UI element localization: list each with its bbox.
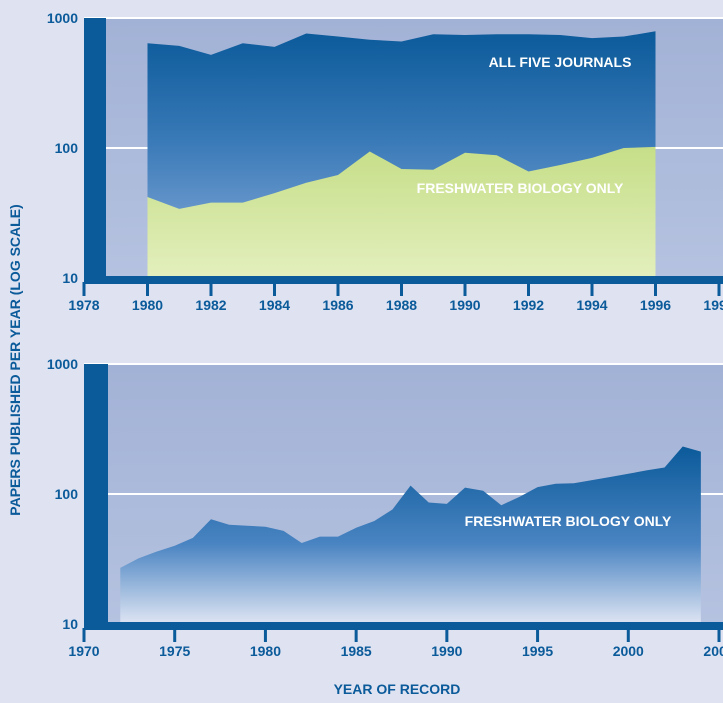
x-tick [654, 282, 657, 296]
y-axis-title: PAPERS PUBLISHED PER YEAR (LOG SCALE) [7, 204, 23, 515]
x-tick-label: 1985 [341, 643, 372, 659]
y-tick-label: 100 [55, 486, 79, 502]
x-tick [717, 628, 721, 642]
x-tick-label: 1978 [68, 297, 99, 313]
x-tick [527, 282, 530, 296]
x-tick-label: 2000 [613, 643, 644, 659]
x-tick-label: 1980 [250, 643, 281, 659]
y-tick-label: 1000 [47, 356, 78, 372]
x-tick [463, 282, 467, 296]
y-axis-band [84, 18, 106, 278]
x-tick-label: 1986 [322, 297, 353, 313]
x-tick [536, 628, 540, 642]
x-tick [209, 282, 213, 296]
x-tick-label: 1998 [703, 297, 723, 313]
series-label: ALL FIVE JOURNALS [489, 54, 632, 70]
x-tick-label: 2005 [703, 643, 723, 659]
y-tick-label: 10 [62, 270, 78, 286]
x-tick-label: 1970 [68, 643, 99, 659]
top-chart-panel: 10 100 1000 1978 1980 1982 1984 1986 1988 1990 199… [47, 10, 723, 313]
x-axis-line [84, 622, 723, 630]
x-tick [273, 282, 276, 296]
x-tick-label: 1994 [576, 297, 607, 313]
x-tick [445, 628, 449, 642]
y-tick-label: 1000 [47, 10, 78, 26]
x-tick-label: 1990 [431, 643, 462, 659]
y-tick-label: 100 [55, 140, 79, 156]
x-tick [263, 628, 267, 642]
bottom-chart-panel: 10 100 1000 1970 1975 1980 1985 1990 1995 2000 200… [47, 356, 723, 659]
series-label: FRESHWATER BIOLOGY ONLY [465, 513, 672, 529]
x-tick [82, 282, 86, 296]
x-tick [173, 628, 177, 642]
x-tick-label: 1980 [132, 297, 163, 313]
x-tick-label: 1992 [513, 297, 544, 313]
x-tick-label: 1996 [640, 297, 671, 313]
x-tick [626, 628, 630, 642]
y-tick-label: 10 [62, 616, 78, 632]
x-tick-label: 1975 [159, 643, 190, 659]
x-tick-label: 1984 [259, 297, 290, 313]
x-tick [336, 282, 340, 296]
x-tick [82, 628, 86, 642]
x-tick [146, 282, 149, 296]
x-axis-line [84, 276, 723, 284]
series-label: FRESHWATER BIOLOGY ONLY [417, 180, 624, 196]
x-axis-title: YEAR OF RECORD [334, 681, 461, 697]
x-tick [717, 282, 721, 296]
x-tick-label: 1995 [522, 643, 553, 659]
series-area [120, 446, 701, 624]
x-tick-label: 1990 [449, 297, 480, 313]
y-axis-band [84, 364, 108, 624]
x-tick-label: 1988 [386, 297, 417, 313]
x-tick [354, 628, 358, 642]
x-tick [400, 282, 403, 296]
x-tick-label: 1982 [195, 297, 226, 313]
series-area [147, 146, 656, 278]
x-tick [590, 282, 594, 296]
